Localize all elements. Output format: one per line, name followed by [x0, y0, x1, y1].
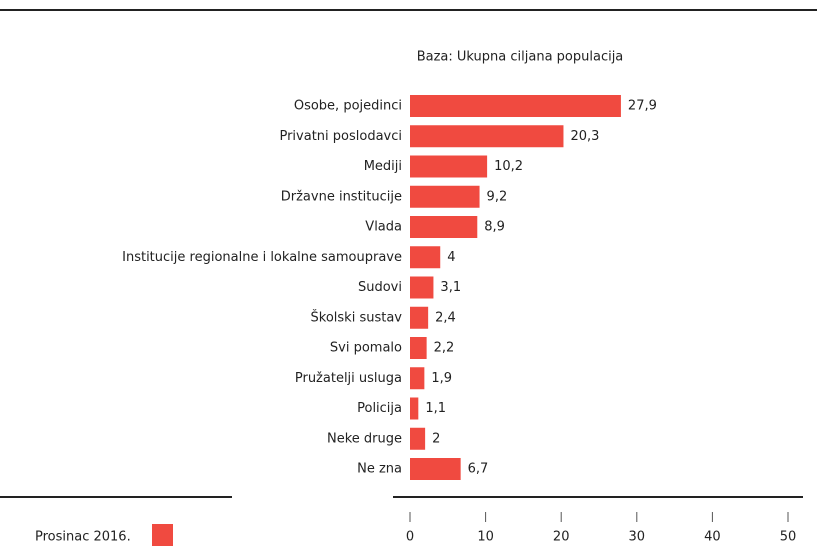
bar: [410, 337, 427, 359]
bar: [410, 155, 488, 178]
bar: [410, 306, 429, 329]
value-label: 3,1: [440, 280, 461, 295]
bar: [410, 216, 478, 238]
y-tick-label: Mediji: [364, 159, 402, 174]
bar: [410, 246, 441, 269]
bar: [410, 95, 621, 117]
bar: [410, 397, 419, 420]
x-tick-label: 40: [704, 530, 721, 545]
x-tick-label: 10: [477, 530, 494, 545]
subtitle: Baza: Ukupna ciljana populacija: [417, 50, 624, 65]
value-label: 2: [432, 431, 440, 446]
value-label: 4: [447, 250, 455, 265]
value-label: 10,2: [494, 159, 523, 174]
bar: [410, 276, 434, 299]
y-tick-label: Neke druge: [327, 431, 402, 446]
y-tick-label: Sudovi: [358, 280, 402, 295]
value-label: 2,4: [435, 310, 456, 325]
value-label: 1,1: [425, 401, 446, 416]
y-tick-label: Ne zna: [357, 462, 402, 477]
bar: [410, 125, 564, 148]
value-label: 2,2: [434, 341, 455, 356]
value-label: 9,2: [487, 189, 508, 204]
y-tick-label: Policija: [357, 401, 402, 416]
bar: [410, 427, 426, 450]
x-tick-label: 50: [780, 530, 797, 545]
y-tick-label: Vlada: [365, 220, 402, 235]
value-label: 20,3: [570, 129, 599, 144]
y-tick-label: Institucije regionalne i lokalne samoupr…: [122, 250, 402, 265]
legend-swatch: [152, 524, 173, 546]
value-label: 6,7: [468, 462, 489, 477]
x-tick-label: 0: [406, 530, 414, 545]
value-label: 8,9: [484, 220, 505, 235]
x-tick-label: 20: [553, 530, 570, 545]
y-tick-label: Školski sustav: [311, 309, 403, 325]
y-tick-label: Privatni poslodavci: [279, 129, 402, 144]
y-tick-label: Pružatelji usluga: [295, 371, 402, 386]
y-tick-label: Svi pomalo: [330, 341, 402, 356]
value-label: 1,9: [431, 371, 452, 386]
x-tick-label: 30: [629, 530, 646, 545]
legend-label: Prosinac 2016.: [35, 530, 131, 545]
y-tick-label: Osobe, pojedinci: [294, 99, 402, 114]
bar: [410, 458, 461, 480]
y-tick-label: Državne institucije: [281, 189, 402, 204]
bar: [410, 367, 425, 390]
value-label: 27,9: [628, 99, 657, 114]
bar: [410, 185, 480, 208]
